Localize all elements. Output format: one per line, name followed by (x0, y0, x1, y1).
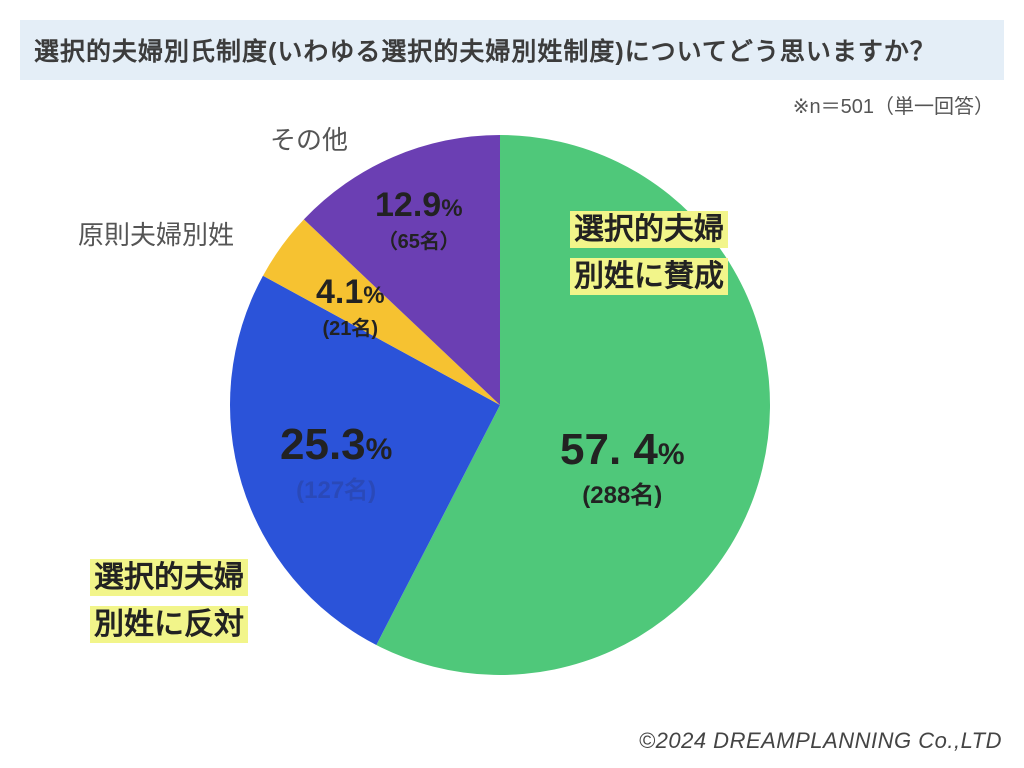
slice-d-value: 12.9% （65名） (375, 186, 463, 254)
slice-b-value: 25.3% (127名) (280, 420, 392, 505)
copyright-text: ©2024 DREAMPLANNING Co.,LTD (639, 728, 1002, 754)
slice-c-value: 4.1% (21名) (316, 273, 385, 341)
slice-d-label: その他 (270, 120, 348, 157)
sample-note: ※n＝501（単一回答） (793, 90, 994, 119)
slice-c-label: 原則夫婦別姓 (78, 215, 234, 252)
page-root: 選択的夫婦別氏制度(いわゆる選択的夫婦別姓制度)についてどう思いますか？ ※n＝… (0, 0, 1024, 768)
slice-a-value: 57. 4% (288名) (560, 425, 685, 510)
chart-title: 選択的夫婦別氏制度(いわゆる選択的夫婦別姓制度)についてどう思いますか？ (20, 20, 1004, 80)
slice-b-label: 選択的夫婦 別姓に反対 (90, 555, 248, 648)
slice-a-label: 選択的夫婦 別姓に賛成 (570, 207, 728, 300)
